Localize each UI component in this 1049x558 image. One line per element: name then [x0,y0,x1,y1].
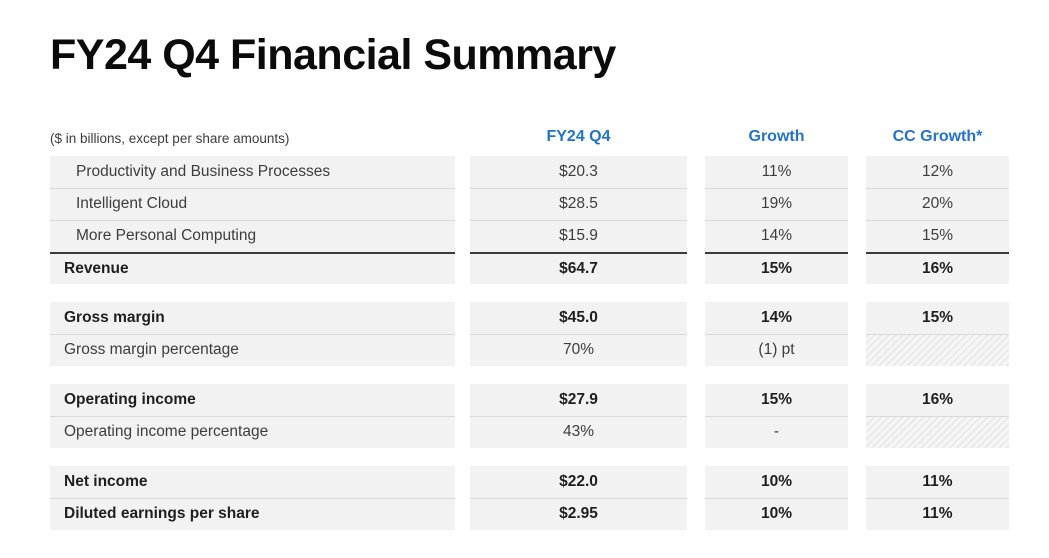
table-header: ($ in billions, except per share amounts… [50,120,1009,148]
value-cell: 19% [705,187,848,220]
value-cell: 14% [705,301,848,334]
column-gap [687,220,705,252]
table-units-note: ($ in billions, except per share amounts… [50,130,290,146]
table-row: Operating income $27.9 15% 16% [50,383,1009,416]
hatched-na-cell [866,415,1009,448]
column-gap [848,220,866,252]
table-row: Revenue $64.7 15% 16% [50,251,1009,284]
row-label: Gross margin [50,301,455,334]
value-cell: 12% [866,155,1009,188]
value-cell: 11% [705,155,848,188]
column-gap [687,384,705,416]
column-gap [848,188,866,220]
value-cell: $22.0 [470,465,687,498]
value-cell: 15% [866,219,1009,252]
column-gap [687,120,705,148]
column-gap [687,252,705,284]
value-cell: $28.5 [470,187,687,220]
financial-summary-table: Productivity and Business Processes $20.3… [50,155,1009,530]
value-cell: (1) pt [705,333,848,366]
column-gap [687,466,705,498]
value-cell: $20.3 [470,155,687,188]
table-row: Diluted earnings per share $2.95 10% 11% [50,497,1009,530]
slide: FY24 Q4 Financial Summary ($ in billions… [50,31,1009,530]
column-gap [455,220,470,252]
column-gap [687,334,705,366]
table-section: Gross margin $45.0 14% 15% Gross margin perc… [50,301,1009,366]
value-cell: 16% [866,251,1009,284]
column-gap [848,416,866,448]
value-cell: 11% [866,465,1009,498]
column-gap [455,188,470,220]
column-gap [848,252,866,284]
value-cell: 16% [866,383,1009,416]
column-gap [455,416,470,448]
value-cell: 15% [705,251,848,284]
row-label: Intelligent Cloud [50,187,455,220]
value-cell: 15% [866,301,1009,334]
row-label: More Personal Computing [50,219,455,252]
value-cell: $27.9 [470,383,687,416]
column-gap [455,334,470,366]
column-gap [455,120,470,148]
value-cell: 20% [866,187,1009,220]
column-gap [848,120,866,148]
page-title: FY24 Q4 Financial Summary [50,31,616,79]
column-gap [455,384,470,416]
value-cell: 43% [470,415,687,448]
column-gap [848,334,866,366]
value-cell: 10% [705,497,848,530]
column-gap [687,416,705,448]
value-cell: 10% [705,465,848,498]
table-row: Gross margin percentage 70% (1) pt [50,333,1009,366]
column-gap [455,466,470,498]
value-cell: $45.0 [470,301,687,334]
table-section: Net income $22.0 10% 11% Diluted earnings pe… [50,465,1009,530]
column-gap [455,302,470,334]
column-gap [687,188,705,220]
column-gap [848,498,866,530]
value-cell: $2.95 [470,497,687,530]
table-row: More Personal Computing $15.9 14% 15% [50,219,1009,252]
column-gap [687,302,705,334]
table-row: Operating income percentage 43% - [50,415,1009,448]
column-header-growth: Growth [748,127,805,145]
value-cell: 14% [705,219,848,252]
column-gap [687,498,705,530]
column-header-fy24-q4: FY24 Q4 [546,127,611,145]
table-section: Operating income $27.9 15% 16% Operating inc… [50,383,1009,448]
table-row: Net income $22.0 10% 11% [50,465,1009,498]
row-label: Net income [50,465,455,498]
value-cell: 11% [866,497,1009,530]
table-row: Intelligent Cloud $28.5 19% 20% [50,187,1009,220]
column-gap [848,466,866,498]
table-section: Productivity and Business Processes $20.3… [50,155,1009,284]
row-label: Productivity and Business Processes [50,155,455,188]
row-label: Operating income percentage [50,415,455,448]
row-label: Revenue [50,251,455,284]
column-gap [848,384,866,416]
column-gap [687,156,705,188]
value-cell: 15% [705,383,848,416]
row-label: Operating income [50,383,455,416]
column-gap [455,156,470,188]
column-header-cc-growth: CC Growth* [892,127,983,145]
column-gap [455,498,470,530]
row-label: Gross margin percentage [50,333,455,366]
table-row: Gross margin $45.0 14% 15% [50,301,1009,334]
value-cell: $64.7 [470,251,687,284]
value-cell: - [705,415,848,448]
column-gap [848,302,866,334]
column-gap [455,252,470,284]
table-row: Productivity and Business Processes $20.3… [50,155,1009,188]
value-cell: 70% [470,333,687,366]
value-cell: $15.9 [470,219,687,252]
hatched-na-cell [866,333,1009,366]
column-gap [848,156,866,188]
row-label: Diluted earnings per share [50,497,455,530]
